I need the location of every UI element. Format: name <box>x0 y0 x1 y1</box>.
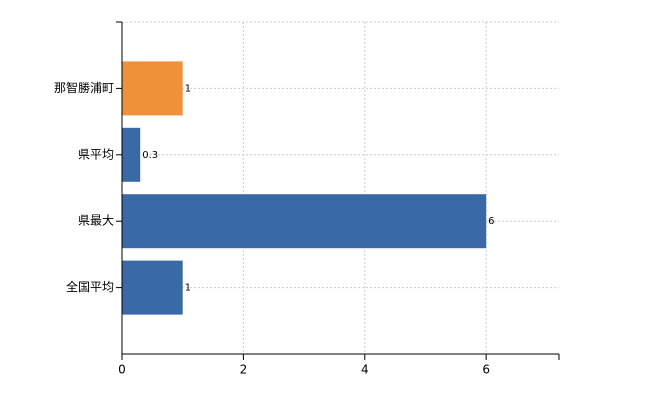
bar <box>122 194 487 249</box>
bar <box>122 61 183 116</box>
y-tick-label: 県平均 <box>78 147 114 161</box>
y-tick-label: 全国平均 <box>66 279 114 294</box>
y-tick-label: 県最大 <box>78 214 114 228</box>
x-tick-label: 6 <box>482 363 490 377</box>
y-tick-label: 那智勝浦町 <box>54 80 114 95</box>
value-label: 0.3 <box>142 150 158 161</box>
x-tick-label: 0 <box>118 363 126 377</box>
value-label: 6 <box>488 216 494 227</box>
x-tick-label: 4 <box>361 363 369 377</box>
value-label: 1 <box>185 83 191 94</box>
x-tick-label: 2 <box>240 363 248 377</box>
bar <box>122 127 141 182</box>
value-label: 1 <box>185 283 191 294</box>
bar <box>122 260 183 315</box>
